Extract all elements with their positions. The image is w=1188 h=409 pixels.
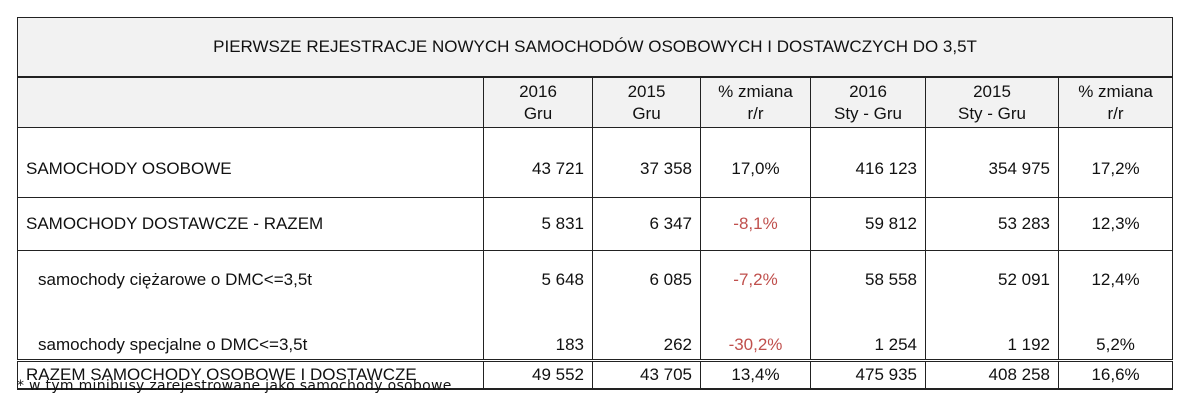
header-line: % zmiana bbox=[718, 81, 793, 101]
header-empty bbox=[17, 76, 484, 128]
cell: 5 648 bbox=[483, 250, 593, 308]
cell: 6 347 bbox=[592, 197, 701, 251]
data-row: RAZEM SAMOCHODY OSOBOWE I DOSTAWCZE 49 55… bbox=[17, 359, 1174, 390]
cell: 262 bbox=[592, 308, 701, 361]
cell: 1 192 bbox=[925, 308, 1059, 361]
title-row: PIERWSZE REJESTRACJE NOWYCH SAMOCHODÓW O… bbox=[16, 17, 1174, 78]
registrations-table: PIERWSZE REJESTRACJE NOWYCH SAMOCHODÓW O… bbox=[16, 17, 1174, 390]
cell: -30,2% bbox=[700, 308, 811, 361]
cell: 52 091 bbox=[925, 250, 1059, 308]
footnote: * w tym minibusy zarejestrowane jako sam… bbox=[17, 378, 452, 394]
cell: 6 085 bbox=[592, 250, 701, 308]
header-line: 2016 bbox=[519, 81, 557, 101]
cell: 5 831 bbox=[483, 197, 593, 251]
row-label: samochody ciężarowe o DMC<=3,5t bbox=[17, 250, 484, 308]
cell: 49 552 bbox=[483, 359, 593, 390]
cell: 354 975 bbox=[925, 127, 1059, 198]
header-line: % zmiana bbox=[1078, 81, 1153, 101]
cell: -8,1% bbox=[700, 197, 811, 251]
cell: 59 812 bbox=[810, 197, 926, 251]
row-label: RAZEM SAMOCHODY OSOBOWE I DOSTAWCZE bbox=[17, 359, 484, 390]
cell: 16,6% bbox=[1057, 359, 1174, 390]
header-line: Sty - Gru bbox=[957, 103, 1026, 123]
cell: 5,2% bbox=[1057, 308, 1174, 361]
header-line: Gru bbox=[632, 103, 661, 123]
header-cell: % zmiana r/r bbox=[700, 76, 811, 128]
header-cell: % zmiana r/r bbox=[1057, 76, 1174, 128]
cell: 183 bbox=[483, 308, 593, 361]
data-row: SAMOCHODY DOSTAWCZE - RAZEM 5 831 6 347 -8,… bbox=[17, 197, 1174, 251]
header-cell: 2016 Gru bbox=[483, 76, 593, 128]
header-row: 2016 Gru 2015 Gru% zmiana r/r 2016 Sty - Gru 20… bbox=[17, 76, 1174, 128]
header-cell: 2015 Gru bbox=[592, 76, 701, 128]
header-line: Sty - Gru bbox=[833, 103, 902, 123]
cell: 475 935 bbox=[810, 359, 926, 390]
data-row: samochody specjalne o DMC<=3,5t 183 262 -30… bbox=[17, 308, 1174, 361]
cell: 58 558 bbox=[810, 250, 926, 308]
cell: -7,2% bbox=[700, 250, 811, 308]
header-line: r/r bbox=[747, 103, 764, 123]
cell: 12,4% bbox=[1057, 250, 1174, 308]
header-cell: 2015 Sty - Gru bbox=[925, 76, 1059, 128]
header-line: r/r bbox=[1107, 103, 1124, 123]
header-line: 2015 bbox=[973, 81, 1011, 101]
cell: 408 258 bbox=[925, 359, 1059, 390]
cell: 43 721 bbox=[483, 127, 593, 198]
header-line: 2015 bbox=[627, 81, 666, 101]
table-wrap: PIERWSZE REJESTRACJE NOWYCH SAMOCHODÓW O… bbox=[16, 17, 1174, 390]
row-label: SAMOCHODY DOSTAWCZE - RAZEM bbox=[17, 197, 484, 251]
cell: 1 254 bbox=[810, 308, 926, 361]
data-row: SAMOCHODY OSOBOWE 43 721 37 358 17,0% 416 12… bbox=[17, 127, 1174, 198]
header-line: 2016 bbox=[849, 81, 887, 101]
header-cell: 2016 Sty - Gru bbox=[810, 76, 926, 128]
table-title: PIERWSZE REJESTRACJE NOWYCH SAMOCHODÓW O… bbox=[16, 17, 1174, 78]
row-label: SAMOCHODY OSOBOWE bbox=[17, 127, 484, 198]
data-row: samochody ciężarowe o DMC<=3,5t 5 648 6 08… bbox=[17, 250, 1174, 308]
cell: 37 358 bbox=[592, 127, 701, 198]
cell: 416 123 bbox=[810, 127, 926, 198]
cell: 13,4% bbox=[700, 359, 811, 390]
cell: 43 705 bbox=[592, 359, 701, 390]
row-label: samochody specjalne o DMC<=3,5t bbox=[17, 308, 484, 361]
header-line: Gru bbox=[523, 103, 553, 123]
cell: 17,0% bbox=[700, 127, 811, 198]
cell: 53 283 bbox=[925, 197, 1059, 251]
cell: 17,2% bbox=[1057, 127, 1174, 198]
cell: 12,3% bbox=[1057, 197, 1174, 251]
